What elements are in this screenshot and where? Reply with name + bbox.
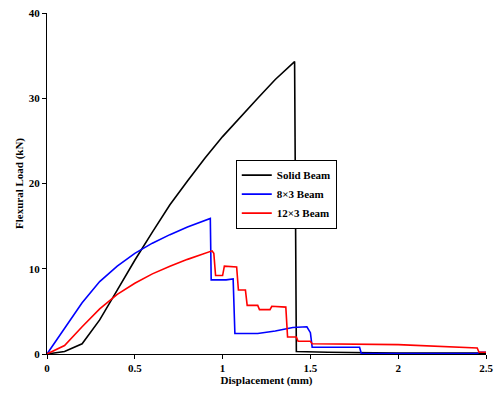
svg-text:Displacement (mm): Displacement (mm) [221,374,313,387]
svg-text:10: 10 [29,263,41,275]
svg-text:Solid Beam: Solid Beam [277,169,330,181]
svg-text:1.5: 1.5 [304,362,318,374]
svg-text:20: 20 [29,177,41,189]
svg-text:40: 40 [29,7,41,19]
svg-text:2.5: 2.5 [479,362,493,374]
svg-text:8×3 Beam: 8×3 Beam [277,188,324,200]
svg-text:0: 0 [34,348,40,360]
svg-text:30: 30 [29,92,41,104]
svg-text:Flexural Load (kN): Flexural Load (kN) [13,138,26,229]
svg-text:2: 2 [395,362,401,374]
svg-text:0: 0 [44,362,50,374]
svg-text:1: 1 [220,362,226,374]
svg-text:0.5: 0.5 [128,362,142,374]
svg-text:12×3 Beam: 12×3 Beam [277,207,329,219]
